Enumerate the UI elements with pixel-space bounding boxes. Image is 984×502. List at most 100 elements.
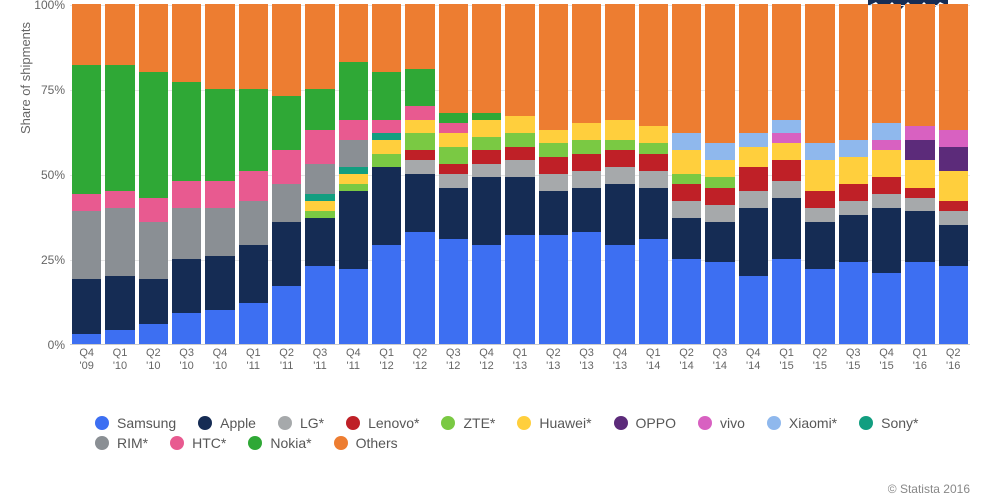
bar-segment [739, 167, 768, 191]
bar-segment [72, 211, 101, 279]
bar-segment [372, 120, 401, 134]
bar-segment [705, 222, 734, 263]
bar-segment [739, 133, 768, 147]
bar-segment [472, 137, 501, 151]
bar-columns [70, 4, 970, 344]
legend-item: Apple [198, 415, 256, 431]
bar-segment [605, 184, 634, 245]
bar-segment [772, 160, 801, 180]
legend-item: HTC* [170, 435, 226, 451]
x-axis-labels: Q4'09Q1'10Q2'10Q3'10Q4'10Q1'11Q2'11Q3'11… [70, 347, 970, 372]
bar-segment [439, 133, 468, 147]
bar-column [370, 4, 403, 344]
bar-segment [405, 150, 434, 160]
bar-column [103, 4, 136, 344]
bar-segment [505, 235, 534, 344]
legend-item: LG* [278, 415, 324, 431]
bar-segment [805, 208, 834, 222]
legend-swatch [95, 416, 109, 430]
legend-label: LG* [300, 415, 324, 431]
bar-segment [605, 245, 634, 344]
chart: Q4'09Q1'10Q2'10Q3'10Q4'10Q1'11Q2'11Q3'11… [70, 5, 970, 375]
bar-segment [105, 4, 134, 65]
bar-segment [739, 4, 768, 133]
bar-segment [405, 106, 434, 120]
bar-segment [772, 259, 801, 344]
bar-segment [139, 72, 168, 198]
bar-segment [839, 184, 868, 201]
bar-segment [505, 177, 534, 235]
legend-swatch [198, 416, 212, 430]
bar-segment [339, 120, 368, 140]
bar-segment [705, 205, 734, 222]
x-tick-label: Q3'12 [437, 347, 470, 372]
legend-label: Huawei* [539, 415, 591, 431]
bar-segment [505, 4, 534, 116]
bar-segment [205, 256, 234, 310]
bar-segment [405, 133, 434, 150]
bar-segment [672, 184, 701, 201]
legend-row: RIM*HTC*Nokia*Others [95, 435, 915, 451]
bar-segment [372, 4, 401, 72]
bar-segment [339, 184, 368, 191]
bar-segment [239, 171, 268, 202]
bar-segment [639, 154, 668, 171]
x-tick-label: Q4'12 [470, 347, 503, 372]
bar-segment [672, 259, 701, 344]
bar-column [737, 4, 770, 344]
bar-segment [239, 89, 268, 171]
bar-segment [539, 235, 568, 344]
bar-segment [839, 157, 868, 184]
bar-segment [705, 143, 734, 160]
bar-segment [739, 276, 768, 344]
bar-segment [405, 160, 434, 174]
x-tick-label: Q3'11 [303, 347, 336, 372]
x-tick-label: Q1'15 [770, 347, 803, 372]
bar-segment [239, 245, 268, 303]
bar-segment [539, 191, 568, 235]
y-tick-label: 25% [25, 253, 65, 267]
bar-segment [339, 167, 368, 174]
bar-segment [372, 245, 401, 344]
bar-segment [839, 4, 868, 140]
bar-segment [172, 181, 201, 208]
bar-segment [839, 201, 868, 215]
bar-segment [539, 4, 568, 130]
bar-segment [672, 150, 701, 174]
y-tick-label: 50% [25, 168, 65, 182]
bar-segment [872, 194, 901, 208]
x-tick-label: Q2'12 [403, 347, 436, 372]
bar-segment [805, 269, 834, 344]
bar-segment [372, 140, 401, 154]
bar-segment [305, 194, 334, 201]
bar-column [937, 4, 970, 344]
legend-swatch [248, 436, 262, 450]
bar-segment [805, 143, 834, 160]
x-tick-label: Q1'11 [237, 347, 270, 372]
bar-segment [105, 208, 134, 276]
bar-segment [372, 72, 401, 120]
bar-segment [139, 222, 168, 280]
bar-segment [272, 222, 301, 287]
bar-segment [905, 126, 934, 140]
legend-item: Xiaomi* [767, 415, 837, 431]
bar-segment [339, 174, 368, 184]
legend-label: Xiaomi* [789, 415, 837, 431]
bar-column [503, 4, 536, 344]
x-tick-label: Q1'14 [637, 347, 670, 372]
bar-segment [872, 273, 901, 344]
bar-column [437, 4, 470, 344]
bar-column [837, 4, 870, 344]
bar-segment [272, 150, 301, 184]
bar-segment [939, 130, 968, 147]
legend-row: SamsungAppleLG*Lenovo*ZTE*Huawei*OPPOviv… [95, 415, 915, 431]
bar-segment [905, 211, 934, 262]
bar-segment [305, 201, 334, 211]
bar-column [470, 4, 503, 344]
bar-segment [305, 89, 334, 130]
bar-segment [472, 113, 501, 120]
x-tick-label: Q1'12 [370, 347, 403, 372]
bar-segment [639, 4, 668, 126]
bar-segment [705, 160, 734, 177]
bar-segment [205, 310, 234, 344]
